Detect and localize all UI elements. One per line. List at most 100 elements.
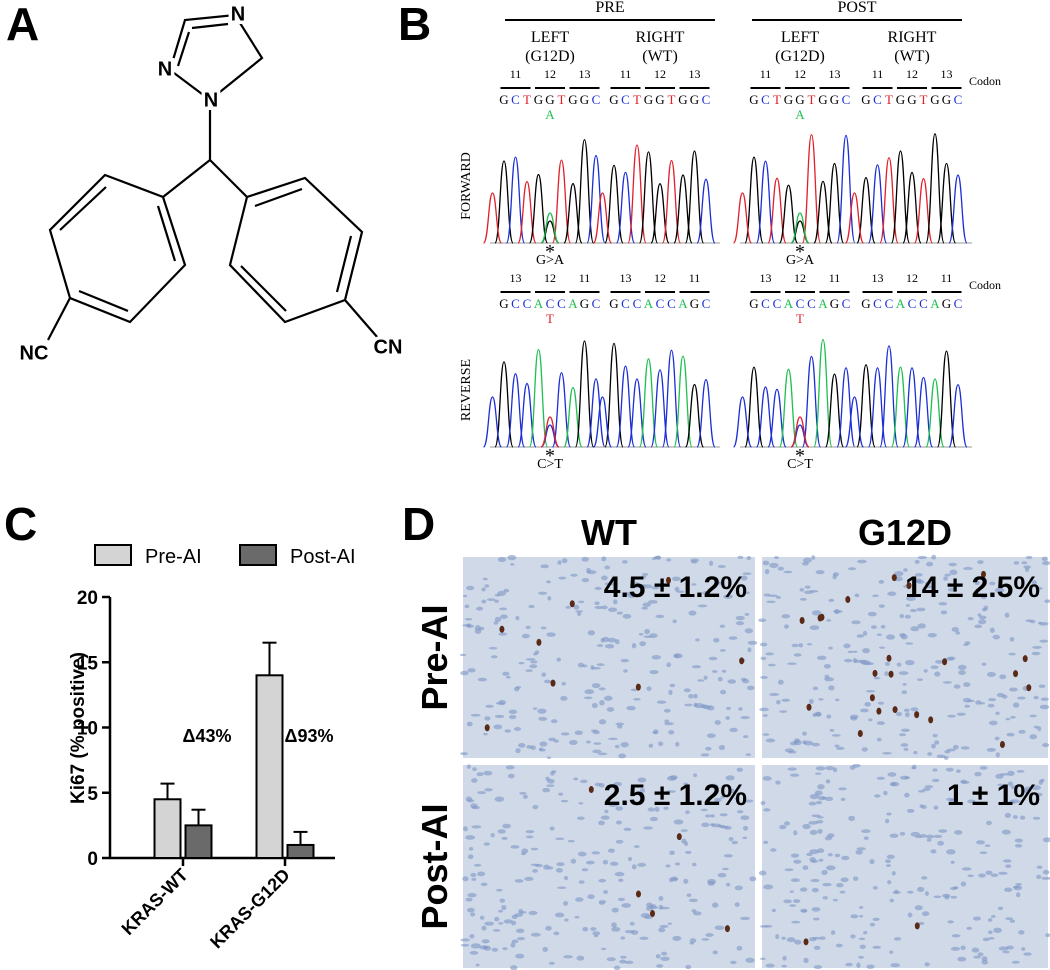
nucleus	[893, 937, 902, 941]
nucleus	[494, 714, 505, 719]
nucleus	[924, 581, 932, 585]
nucleus	[874, 794, 881, 798]
nucleus	[614, 871, 625, 877]
sample-label: (WT)	[894, 48, 930, 65]
nucleus	[866, 690, 876, 693]
nucleus	[760, 801, 766, 806]
nucleus	[774, 556, 779, 559]
nucleus	[658, 927, 666, 933]
nucleus	[747, 647, 752, 653]
nucleus	[720, 689, 727, 695]
nucleus	[903, 747, 909, 751]
nucleus	[747, 640, 758, 645]
nucleus	[740, 715, 750, 720]
nucleus	[986, 820, 992, 826]
nucleus	[887, 591, 897, 596]
nucleus	[596, 644, 604, 648]
trace-peak	[604, 342, 624, 448]
nucleus	[553, 931, 560, 936]
nucleus	[615, 722, 625, 726]
chromatogram	[482, 139, 610, 244]
nucleus	[460, 752, 468, 756]
base-letter: C	[592, 92, 601, 107]
nucleus	[938, 602, 948, 606]
nucleus	[593, 742, 602, 745]
nucleus	[470, 803, 478, 809]
nucleus	[717, 676, 723, 682]
nucleus	[471, 778, 478, 783]
base-letter: C	[761, 296, 770, 311]
trace-peak	[902, 367, 922, 448]
nucleus	[725, 716, 730, 720]
nucleus	[560, 732, 570, 736]
nucleus	[1032, 816, 1041, 820]
nucleus	[518, 908, 524, 915]
nucleus	[862, 660, 871, 666]
stained-nucleus	[806, 703, 812, 711]
nucleus	[952, 744, 959, 750]
nucleus	[790, 773, 800, 777]
nucleus	[714, 925, 725, 931]
stained-nucleus	[914, 922, 920, 930]
trace-peak	[661, 349, 682, 448]
base-letter: T	[633, 92, 641, 107]
nucleus	[766, 600, 776, 604]
mutant-base: A	[795, 107, 805, 122]
nucleus	[1032, 645, 1042, 649]
nucleus	[906, 808, 915, 813]
nucleus	[998, 871, 1008, 875]
nucleus	[538, 716, 548, 721]
nucleus	[683, 878, 689, 884]
nucleus	[768, 594, 778, 598]
codon-number: 13	[941, 67, 953, 81]
base-letter: C	[796, 296, 805, 311]
nucleus	[720, 795, 725, 799]
codon-number: 13	[760, 271, 772, 285]
stained-nucleus	[981, 570, 987, 578]
nucleus	[853, 876, 859, 881]
stained-nucleus	[999, 741, 1005, 749]
base-letter: C	[908, 296, 917, 311]
nucleus	[663, 806, 669, 811]
trace-peak	[574, 340, 595, 448]
base-letter: C	[807, 296, 816, 311]
nucleus	[759, 707, 769, 712]
nucleus	[1012, 702, 1020, 708]
nucleus	[909, 608, 917, 613]
nucleus	[902, 683, 907, 686]
base-letter: C	[842, 92, 851, 107]
nucleus	[596, 663, 605, 666]
nucleus	[967, 617, 974, 621]
nucleus	[675, 741, 680, 747]
codon-number: 12	[906, 67, 918, 81]
nucleus	[530, 932, 541, 937]
nucleus	[563, 955, 573, 959]
nucleus	[467, 907, 475, 913]
nucleus	[563, 875, 569, 881]
nucleus	[1016, 770, 1025, 773]
mutation-change: C>T	[537, 457, 563, 472]
nucleus	[497, 557, 507, 563]
mutation-marker: *	[795, 445, 805, 467]
nucleus	[896, 711, 903, 717]
nucleus	[734, 885, 743, 891]
nucleus	[986, 672, 996, 677]
nucleus	[792, 899, 801, 904]
nucleus	[587, 894, 595, 900]
base-letter: C	[885, 296, 894, 311]
nucleus	[515, 686, 522, 689]
nucleus	[904, 659, 915, 666]
nucleus	[831, 734, 841, 737]
nucleus	[944, 573, 952, 577]
nucleus	[1007, 770, 1015, 777]
trace-peak	[574, 139, 595, 244]
nucleus	[876, 737, 882, 742]
nucleus	[1011, 960, 1020, 964]
nucleus	[789, 741, 798, 746]
stained-nucleus	[676, 833, 682, 841]
mutation-marker: *	[545, 445, 555, 467]
nucleus	[555, 868, 563, 873]
nucleus	[581, 577, 590, 583]
nucleus	[710, 823, 715, 827]
base-letter: C	[873, 92, 882, 107]
